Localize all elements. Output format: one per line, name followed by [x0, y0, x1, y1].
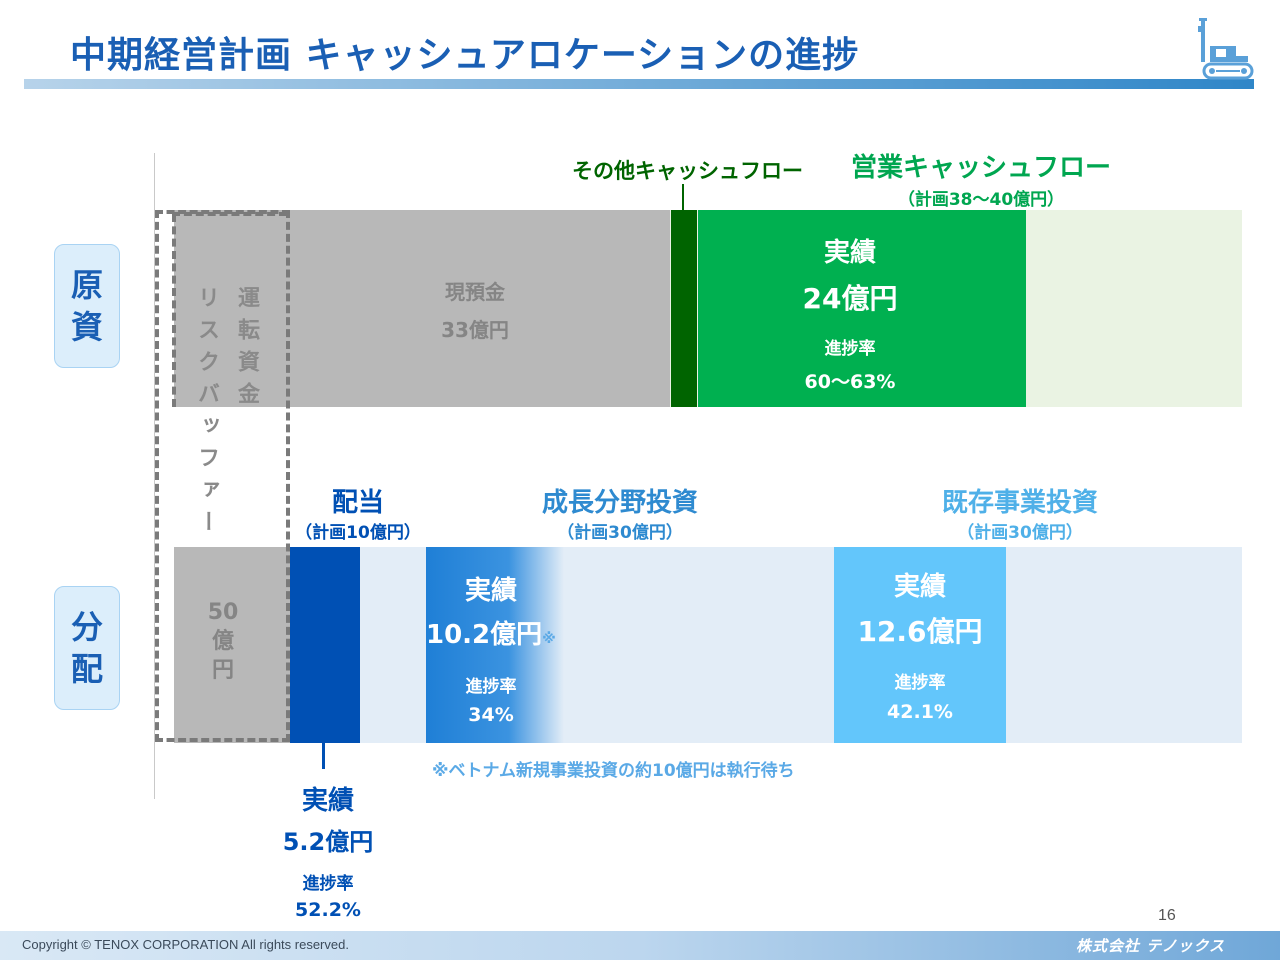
copyright-text: Copyright © TENOX CORPORATION All rights… — [22, 937, 349, 952]
growth-actual-label: 実績 — [464, 576, 517, 606]
page-title: 中期経営計画 キャッシュアロケーションの進捗 — [70, 35, 860, 76]
source-row-label: 原 資 — [54, 244, 120, 368]
axis-line — [154, 153, 155, 799]
existing-progress-value: 42.1% — [887, 701, 953, 723]
operating-cf-actual-label: 実績 — [823, 238, 876, 268]
operating-cf-progress-label: 進捗率 — [824, 339, 876, 359]
operating-cf-progress-value: 60～63% — [804, 371, 896, 393]
existing-plan: （計画30億円） — [957, 523, 1083, 543]
risk-buffer-amount-line-2: 億 — [211, 629, 234, 654]
growth-actual-value-wrap: 10.2億円※ — [426, 614, 556, 651]
risk-buffer-inner-left — [172, 214, 176, 407]
cash-label: 現預金 — [445, 280, 505, 304]
growth-note-mark: ※ — [542, 631, 556, 647]
risk-buffer-amount-line-1: 50 — [207, 600, 239, 625]
allocation-label-char-2: 配 — [70, 650, 103, 688]
growth-progress-label: 進捗率 — [465, 677, 517, 697]
existing-actual-label: 実績 — [893, 572, 946, 602]
risk-buffer-block — [174, 547, 290, 743]
growth-label: 成長分野投資 — [541, 488, 698, 518]
risk-buffer-inner-rule — [172, 212, 287, 224]
dividend-progress-value: 52.2% — [295, 899, 361, 921]
existing-label: 既存事業投資 — [941, 488, 1098, 518]
dividend-progress-label: 進捗率 — [302, 874, 354, 894]
footer-bar — [0, 931, 1280, 960]
header-rule — [24, 79, 1254, 89]
existing-actual-value: 12.6億円 — [857, 615, 983, 648]
growth-plan: （計画30億円） — [557, 523, 683, 543]
dividend-actual-label: 実績 — [301, 786, 354, 816]
risk-buffer-amount-line-3: 円 — [211, 658, 234, 683]
operating-cf-bar — [698, 210, 1026, 407]
other-cf-connector — [682, 184, 684, 210]
company-logo: 株式会社 テノックス — [1076, 937, 1226, 955]
operating-cf-plan: （計画38～40億円） — [897, 190, 1065, 210]
other-cf-bar — [671, 210, 697, 407]
drilling-machine-icon — [1198, 18, 1254, 80]
existing-bar — [834, 547, 1006, 743]
operating-cf-label: 営業キャッシュフロー — [850, 153, 1111, 183]
other-cf-label: その他キャッシュフロー — [572, 159, 803, 183]
page-number: 16 — [1158, 907, 1176, 924]
dividend-actual-value: 5.2億円 — [282, 828, 374, 856]
growth-footnote: ※ベトナム新規事業投資の約10億円は執行待ち — [432, 761, 795, 781]
risk-buffer-label: リスクバッファー — [194, 286, 219, 542]
dividend-connector — [322, 743, 325, 769]
operating-cf-actual-value: 24億円 — [802, 282, 898, 315]
dividend-bar — [290, 547, 360, 743]
risk-buffer-amount: 50 億 円 — [190, 598, 256, 685]
source-label-char-1: 原 — [70, 266, 103, 304]
existing-progress-label: 進捗率 — [894, 673, 946, 693]
allocation-label-char-1: 分 — [70, 608, 103, 646]
dividend-label: 配当 — [331, 488, 384, 518]
cash-amount: 33億円 — [441, 318, 509, 342]
working-capital-label: 運転資金 — [234, 286, 259, 414]
dividend-plan: （計画10億円） — [295, 523, 421, 543]
growth-bar — [426, 547, 564, 743]
growth-actual-value: 10.2億円 — [426, 620, 543, 650]
cash-block — [174, 210, 670, 407]
source-label-char-2: 資 — [70, 308, 103, 346]
allocation-row-label: 分 配 — [54, 586, 120, 710]
growth-progress-value: 34% — [468, 704, 514, 726]
